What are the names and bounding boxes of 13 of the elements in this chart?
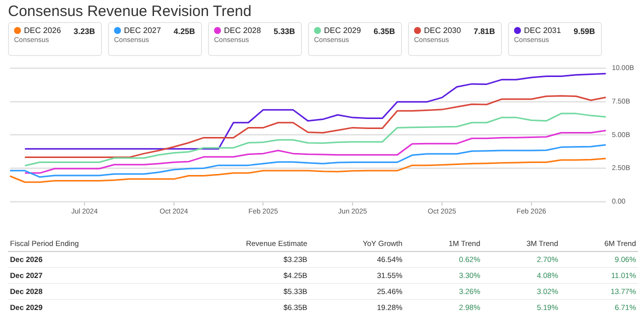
text: 9.59B [574,27,595,36]
text: 6.35B [374,27,395,36]
legend-label: DEC 2027 [124,26,161,35]
legend-label: DEC 2029 [324,26,361,35]
legend-label: DEC 2030 [424,26,461,35]
text: 3.23B [74,27,95,36]
chart-title: Consensus Revenue Revision Trend [8,3,252,20]
text: 7.81B [474,27,495,36]
legend-label: DEC 2031 [524,26,561,35]
text: 4.25B [174,27,195,36]
legend-label: DEC 2026 [24,26,61,35]
text: 5.33B [274,27,295,36]
legend-label: DEC 2028 [224,26,261,35]
